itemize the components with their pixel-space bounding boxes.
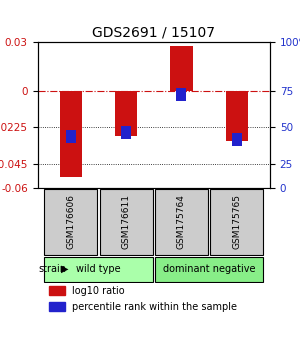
Bar [49,286,65,295]
Text: GSM176606: GSM176606 [66,194,75,250]
Text: dominant negative: dominant negative [163,264,255,274]
Text: ▶: ▶ [61,264,69,274]
Text: strain: strain [39,264,67,274]
Text: percentile rank within the sample: percentile rank within the sample [72,302,237,312]
FancyBboxPatch shape [155,257,263,282]
Bar [170,46,193,91]
FancyBboxPatch shape [44,189,97,255]
Bar [232,133,242,146]
FancyBboxPatch shape [100,189,153,255]
Text: wild type: wild type [76,264,121,274]
Bar [121,126,131,139]
Title: GDS2691 / 15107: GDS2691 / 15107 [92,26,215,40]
Text: GSM176611: GSM176611 [122,194,130,250]
Bar [176,88,186,101]
Bar [60,91,82,177]
FancyBboxPatch shape [44,257,153,282]
Bar [226,91,248,141]
Text: log10 ratio: log10 ratio [72,286,125,296]
Bar [66,130,76,143]
FancyBboxPatch shape [210,189,263,255]
Text: GSM175764: GSM175764 [177,194,186,249]
Text: GSM175765: GSM175765 [232,194,241,250]
Bar [115,91,137,136]
FancyBboxPatch shape [155,189,208,255]
Bar [49,302,65,311]
